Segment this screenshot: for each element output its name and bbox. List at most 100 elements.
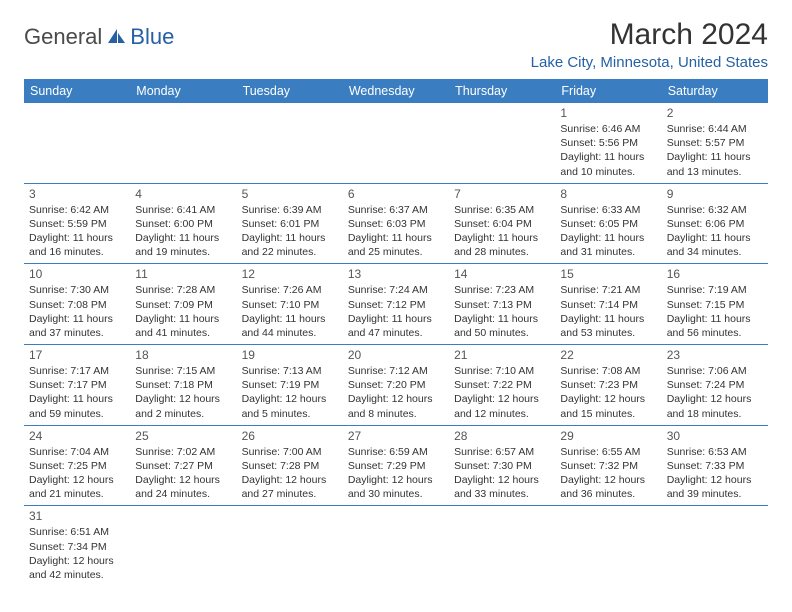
day-header-sunday: Sunday [24, 79, 130, 103]
day-daylight1: Daylight: 11 hours [242, 312, 338, 326]
day-cell [662, 506, 768, 586]
day-sunrise: Sunrise: 7:00 AM [242, 445, 338, 459]
day-header-wednesday: Wednesday [343, 79, 449, 103]
day-daylight2: and 5 minutes. [242, 407, 338, 421]
day-sunset: Sunset: 7:25 PM [29, 459, 125, 473]
day-cell: 25Sunrise: 7:02 AMSunset: 7:27 PMDayligh… [130, 426, 236, 506]
day-daylight1: Daylight: 11 hours [29, 312, 125, 326]
day-sunrise: Sunrise: 7:28 AM [135, 283, 231, 297]
day-sunset: Sunset: 7:24 PM [667, 378, 763, 392]
day-daylight1: Daylight: 12 hours [242, 473, 338, 487]
day-number: 19 [242, 348, 338, 362]
day-daylight1: Daylight: 12 hours [348, 473, 444, 487]
day-daylight2: and 37 minutes. [29, 326, 125, 340]
day-sunrise: Sunrise: 6:44 AM [667, 122, 763, 136]
day-cell [24, 103, 130, 183]
day-daylight1: Daylight: 11 hours [135, 312, 231, 326]
day-daylight1: Daylight: 12 hours [667, 473, 763, 487]
day-cell: 6Sunrise: 6:37 AMSunset: 6:03 PMDaylight… [343, 184, 449, 264]
day-cell: 16Sunrise: 7:19 AMSunset: 7:15 PMDayligh… [662, 264, 768, 344]
day-sunset: Sunset: 7:10 PM [242, 298, 338, 312]
day-sunset: Sunset: 7:15 PM [667, 298, 763, 312]
day-sunrise: Sunrise: 7:24 AM [348, 283, 444, 297]
day-cell [237, 506, 343, 586]
day-cell: 9Sunrise: 6:32 AMSunset: 6:06 PMDaylight… [662, 184, 768, 264]
day-sunset: Sunset: 5:57 PM [667, 136, 763, 150]
day-sunset: Sunset: 7:28 PM [242, 459, 338, 473]
day-sunset: Sunset: 6:03 PM [348, 217, 444, 231]
day-daylight2: and 31 minutes. [560, 245, 656, 259]
day-sunset: Sunset: 7:29 PM [348, 459, 444, 473]
day-cell [343, 103, 449, 183]
day-daylight1: Daylight: 12 hours [242, 392, 338, 406]
day-number: 23 [667, 348, 763, 362]
day-cell: 21Sunrise: 7:10 AMSunset: 7:22 PMDayligh… [449, 345, 555, 425]
day-daylight1: Daylight: 11 hours [667, 231, 763, 245]
day-daylight2: and 15 minutes. [560, 407, 656, 421]
day-header-tuesday: Tuesday [237, 79, 343, 103]
day-sunrise: Sunrise: 7:02 AM [135, 445, 231, 459]
day-number: 13 [348, 267, 444, 281]
day-sunrise: Sunrise: 7:30 AM [29, 283, 125, 297]
day-cell: 12Sunrise: 7:26 AMSunset: 7:10 PMDayligh… [237, 264, 343, 344]
day-cell: 24Sunrise: 7:04 AMSunset: 7:25 PMDayligh… [24, 426, 130, 506]
day-daylight2: and 10 minutes. [560, 165, 656, 179]
day-cell: 1Sunrise: 6:46 AMSunset: 5:56 PMDaylight… [555, 103, 661, 183]
day-daylight1: Daylight: 12 hours [29, 554, 125, 568]
day-number: 8 [560, 187, 656, 201]
day-cell [555, 506, 661, 586]
day-sunrise: Sunrise: 6:33 AM [560, 203, 656, 217]
day-sunrise: Sunrise: 7:10 AM [454, 364, 550, 378]
week-row: 31Sunrise: 6:51 AMSunset: 7:34 PMDayligh… [24, 506, 768, 586]
day-daylight1: Daylight: 11 hours [560, 150, 656, 164]
day-cell [237, 103, 343, 183]
day-sunset: Sunset: 7:34 PM [29, 540, 125, 554]
day-sunset: Sunset: 6:01 PM [242, 217, 338, 231]
day-daylight1: Daylight: 11 hours [454, 312, 550, 326]
day-sunset: Sunset: 7:32 PM [560, 459, 656, 473]
day-daylight2: and 42 minutes. [29, 568, 125, 582]
day-daylight1: Daylight: 12 hours [560, 392, 656, 406]
day-sunset: Sunset: 7:13 PM [454, 298, 550, 312]
day-cell: 2Sunrise: 6:44 AMSunset: 5:57 PMDaylight… [662, 103, 768, 183]
day-number: 6 [348, 187, 444, 201]
day-sunset: Sunset: 7:08 PM [29, 298, 125, 312]
day-sunrise: Sunrise: 6:46 AM [560, 122, 656, 136]
day-number: 1 [560, 106, 656, 120]
day-daylight1: Daylight: 11 hours [242, 231, 338, 245]
day-number: 3 [29, 187, 125, 201]
day-cell: 19Sunrise: 7:13 AMSunset: 7:19 PMDayligh… [237, 345, 343, 425]
day-daylight1: Daylight: 12 hours [454, 392, 550, 406]
day-sunrise: Sunrise: 6:32 AM [667, 203, 763, 217]
day-sunset: Sunset: 7:18 PM [135, 378, 231, 392]
day-sunrise: Sunrise: 7:04 AM [29, 445, 125, 459]
day-cell: 18Sunrise: 7:15 AMSunset: 7:18 PMDayligh… [130, 345, 236, 425]
day-sunset: Sunset: 7:33 PM [667, 459, 763, 473]
day-sunrise: Sunrise: 7:12 AM [348, 364, 444, 378]
day-sunrise: Sunrise: 6:42 AM [29, 203, 125, 217]
day-daylight1: Daylight: 11 hours [348, 231, 444, 245]
day-sunset: Sunset: 7:20 PM [348, 378, 444, 392]
day-number: 24 [29, 429, 125, 443]
day-cell [449, 506, 555, 586]
day-header-saturday: Saturday [662, 79, 768, 103]
day-daylight2: and 53 minutes. [560, 326, 656, 340]
day-daylight1: Daylight: 11 hours [560, 312, 656, 326]
day-cell: 27Sunrise: 6:59 AMSunset: 7:29 PMDayligh… [343, 426, 449, 506]
day-daylight2: and 2 minutes. [135, 407, 231, 421]
day-daylight2: and 8 minutes. [348, 407, 444, 421]
day-number: 20 [348, 348, 444, 362]
day-daylight2: and 18 minutes. [667, 407, 763, 421]
week-row: 3Sunrise: 6:42 AMSunset: 5:59 PMDaylight… [24, 184, 768, 265]
day-daylight1: Daylight: 12 hours [454, 473, 550, 487]
day-number: 4 [135, 187, 231, 201]
day-sunset: Sunset: 7:14 PM [560, 298, 656, 312]
day-daylight1: Daylight: 11 hours [454, 231, 550, 245]
day-daylight1: Daylight: 12 hours [348, 392, 444, 406]
day-number: 9 [667, 187, 763, 201]
day-number: 7 [454, 187, 550, 201]
day-daylight2: and 12 minutes. [454, 407, 550, 421]
day-sunset: Sunset: 7:27 PM [135, 459, 231, 473]
day-daylight2: and 28 minutes. [454, 245, 550, 259]
day-daylight2: and 19 minutes. [135, 245, 231, 259]
